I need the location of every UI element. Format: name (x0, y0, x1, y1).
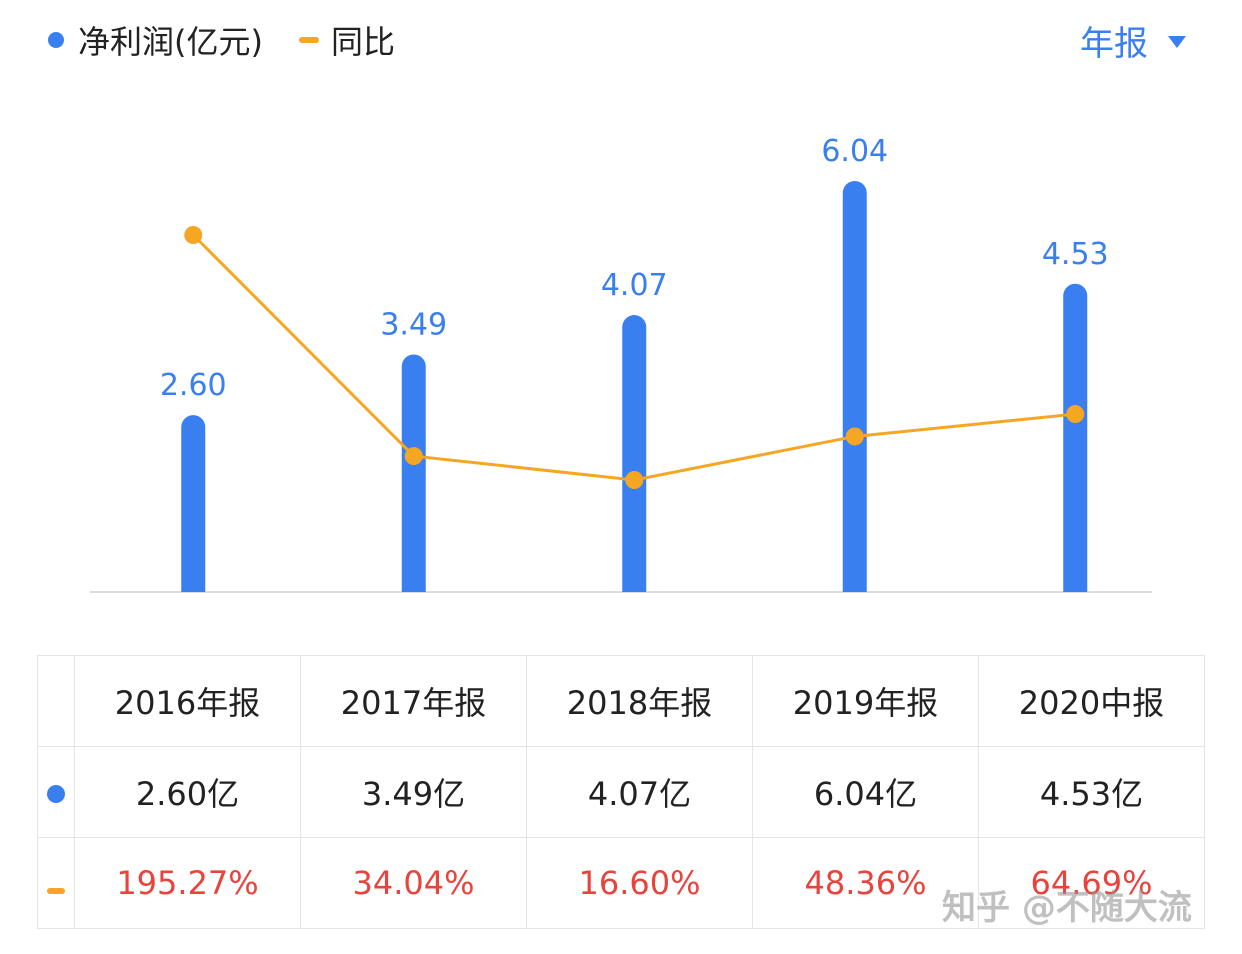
bar-0[interactable] (181, 415, 206, 592)
table-header-cell: 2019年报 (752, 655, 979, 747)
bar-data-label-0: 2.60 (160, 368, 227, 403)
bar-2[interactable] (622, 315, 647, 592)
table-cell-profit: 4.53亿 (978, 746, 1205, 838)
yoy-point-3[interactable] (845, 427, 864, 446)
profit-legend-label: 净利润(亿元) (78, 23, 263, 61)
table-header-cell: 2016年报 (74, 655, 301, 747)
yoy-dash-icon (47, 888, 65, 894)
period-selector-dropdown[interactable]: 年报 (1080, 18, 1186, 64)
bar-data-label-3: 6.04 (821, 134, 888, 169)
table-cell-yoy: 16.60% (526, 837, 753, 929)
yoy-point-4[interactable] (1066, 405, 1085, 424)
bar-data-label-1: 3.49 (380, 308, 447, 343)
table-cell-yoy: 195.27% (74, 837, 301, 929)
table-cell-yoy: 48.36% (752, 837, 979, 929)
bar-data-label-2: 4.07 (601, 268, 668, 303)
table-header-cell: 2017年报 (300, 655, 527, 747)
table-header-row: 2016年报 2017年报 2018年报 2019年报 2020中报 (37, 655, 1205, 747)
data-table: 2016年报 2017年报 2018年报 2019年报 2020中报 2.60亿… (37, 655, 1205, 929)
table-row-marker (37, 746, 75, 838)
table-cell-profit: 2.60亿 (74, 746, 301, 838)
bar-3[interactable] (842, 181, 867, 592)
table-row-marker (37, 837, 75, 929)
table-cell-yoy: 64.69% (978, 837, 1205, 929)
yoy-legend-label: 同比 (330, 23, 395, 61)
table-row-profit: 2.60亿 3.49亿 4.07亿 6.04亿 4.53亿 (37, 746, 1205, 838)
yoy-point-0[interactable] (184, 226, 203, 244)
table-header-cell: 2020中报 (978, 655, 1205, 747)
period-selector-label: 年报 (1080, 23, 1148, 64)
profit-dot-icon (47, 785, 65, 803)
profit-chart: 2.60 3.49 4.07 6.04 4.53 (90, 134, 1152, 593)
bar-data-label-4: 4.53 (1042, 237, 1109, 272)
table-cell-profit: 4.07亿 (526, 746, 753, 838)
bar-1[interactable] (401, 354, 426, 592)
table-cell-profit: 3.49亿 (300, 746, 527, 838)
bar-4[interactable] (1063, 283, 1088, 592)
yoy-point-2[interactable] (625, 471, 644, 489)
yoy-point-1[interactable] (404, 447, 423, 466)
chart-legend: 净利润(亿元) 同比 (48, 18, 395, 62)
caret-down-icon (1168, 36, 1186, 48)
table-header-cell: 2018年报 (526, 655, 753, 747)
table-row-yoy: 195.27% 34.04% 16.60% 48.36% 64.69% (37, 837, 1205, 929)
table-cell-profit: 6.04亿 (752, 746, 979, 838)
profit-legend-dot-icon (48, 32, 64, 48)
yoy-legend-dash-icon (298, 37, 319, 43)
table-corner-cell (37, 655, 75, 747)
table-cell-yoy: 34.04% (300, 837, 527, 929)
